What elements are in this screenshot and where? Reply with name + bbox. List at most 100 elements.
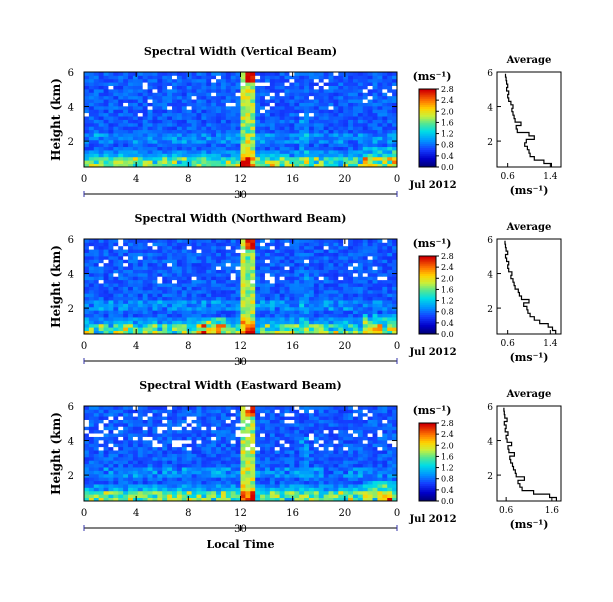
heatmap-cell [338, 314, 343, 318]
heatmap-cell [309, 123, 314, 127]
heatmap-cell [148, 99, 153, 103]
profile-y-tick-label: 2 [487, 138, 493, 148]
heatmap-cell [187, 460, 192, 464]
heatmap-cell [177, 283, 182, 287]
heatmap-cell [314, 447, 319, 451]
heatmap-cell [104, 443, 109, 447]
heatmap-cell [329, 72, 334, 76]
heatmap-cell [387, 293, 392, 297]
heatmap-cell [329, 123, 334, 127]
heatmap-cell [172, 477, 177, 481]
heatmap-cell [211, 470, 216, 474]
heatmap-cell [152, 454, 157, 458]
heatmap-cell [118, 266, 123, 270]
heatmap-cell [192, 443, 197, 447]
heatmap-cell [358, 280, 363, 284]
heatmap-cell [343, 310, 348, 314]
heatmap-cell [138, 113, 143, 117]
heatmap-cell [241, 92, 246, 96]
colorbar-tick-label: 0.4 [441, 152, 454, 161]
heatmap-cell [187, 450, 192, 454]
heatmap-cell [104, 460, 109, 464]
heatmap-cell [363, 474, 368, 478]
heatmap-cell [250, 143, 255, 147]
heatmap-cell [358, 136, 363, 140]
heatmap-cell [304, 103, 309, 107]
heatmap-cell [148, 484, 153, 488]
heatmap-cell [196, 276, 201, 280]
heatmap-cell [182, 140, 187, 144]
heatmap-cell [157, 300, 162, 304]
heatmap-cell [358, 450, 363, 454]
heatmap-cell [309, 82, 314, 86]
heatmap-cell [231, 256, 236, 260]
heatmap-cell [343, 79, 348, 83]
heatmap-cell [187, 253, 192, 257]
heatmap-cell [299, 153, 304, 157]
heatmap-cell [211, 450, 216, 454]
heatmap-cell [216, 450, 221, 454]
heatmap-cell [201, 270, 206, 274]
heatmap-cell [377, 106, 382, 110]
heatmap-cell [108, 283, 113, 287]
heatmap-cell [167, 327, 172, 331]
heatmap-cell [226, 290, 231, 294]
heatmap-cell [172, 273, 177, 277]
heatmap-cell [289, 447, 294, 451]
heatmap-cell [94, 72, 99, 76]
heatmap-cell [226, 259, 231, 263]
heatmap-cell [133, 249, 138, 253]
heatmap-cell [196, 443, 201, 447]
heatmap-cell [123, 303, 128, 307]
heatmap-cell [373, 464, 378, 468]
heatmap-cell [373, 327, 378, 331]
heatmap-cell [348, 287, 353, 291]
heatmap-cell [113, 136, 118, 140]
heatmap-cell [206, 297, 211, 301]
heatmap-cell [338, 443, 343, 447]
heatmap-cell [118, 109, 123, 113]
heatmap-cell [152, 303, 157, 307]
heatmap-cell [162, 276, 167, 280]
heatmap-cell [363, 82, 368, 86]
heatmap-cell [309, 113, 314, 117]
heatmap-cell [299, 82, 304, 86]
heatmap-cell [157, 160, 162, 164]
heatmap-cell [226, 327, 231, 331]
heatmap-cell [309, 103, 314, 107]
heatmap-cell [373, 290, 378, 294]
heatmap-cell [89, 454, 94, 458]
heatmap-cell [133, 310, 138, 314]
heatmap-cell [84, 157, 89, 161]
heatmap-cell [294, 297, 299, 301]
heatmap-cell [172, 440, 177, 444]
heatmap-cell [343, 320, 348, 324]
heatmap-cell [343, 150, 348, 154]
heatmap-cell [245, 103, 250, 107]
heatmap-cell [138, 443, 143, 447]
heatmap-cell [99, 270, 104, 274]
heatmap-cell [338, 103, 343, 107]
heatmap-cell [118, 92, 123, 96]
heatmap-cell [285, 300, 290, 304]
heatmap-cell [123, 454, 128, 458]
heatmap-cell [182, 130, 187, 134]
heatmap-cell [152, 487, 157, 491]
heatmap-cell [353, 123, 358, 127]
heatmap-cell [348, 327, 353, 331]
heatmap-cell [280, 320, 285, 324]
heatmap-cell [133, 276, 138, 280]
heatmap-cell [113, 276, 118, 280]
heatmap-cell [104, 160, 109, 164]
heatmap-cell [148, 457, 153, 461]
heatmap-cell [162, 317, 167, 321]
heatmap-cell [377, 307, 382, 311]
heatmap-cell [157, 280, 162, 284]
heatmap-cell [206, 454, 211, 458]
heatmap-cell [118, 287, 123, 291]
heatmap-cell [314, 454, 319, 458]
heatmap-cell [89, 293, 94, 297]
heatmap-cell [289, 460, 294, 464]
heatmap-cell [157, 89, 162, 93]
heatmap-cell [138, 287, 143, 291]
